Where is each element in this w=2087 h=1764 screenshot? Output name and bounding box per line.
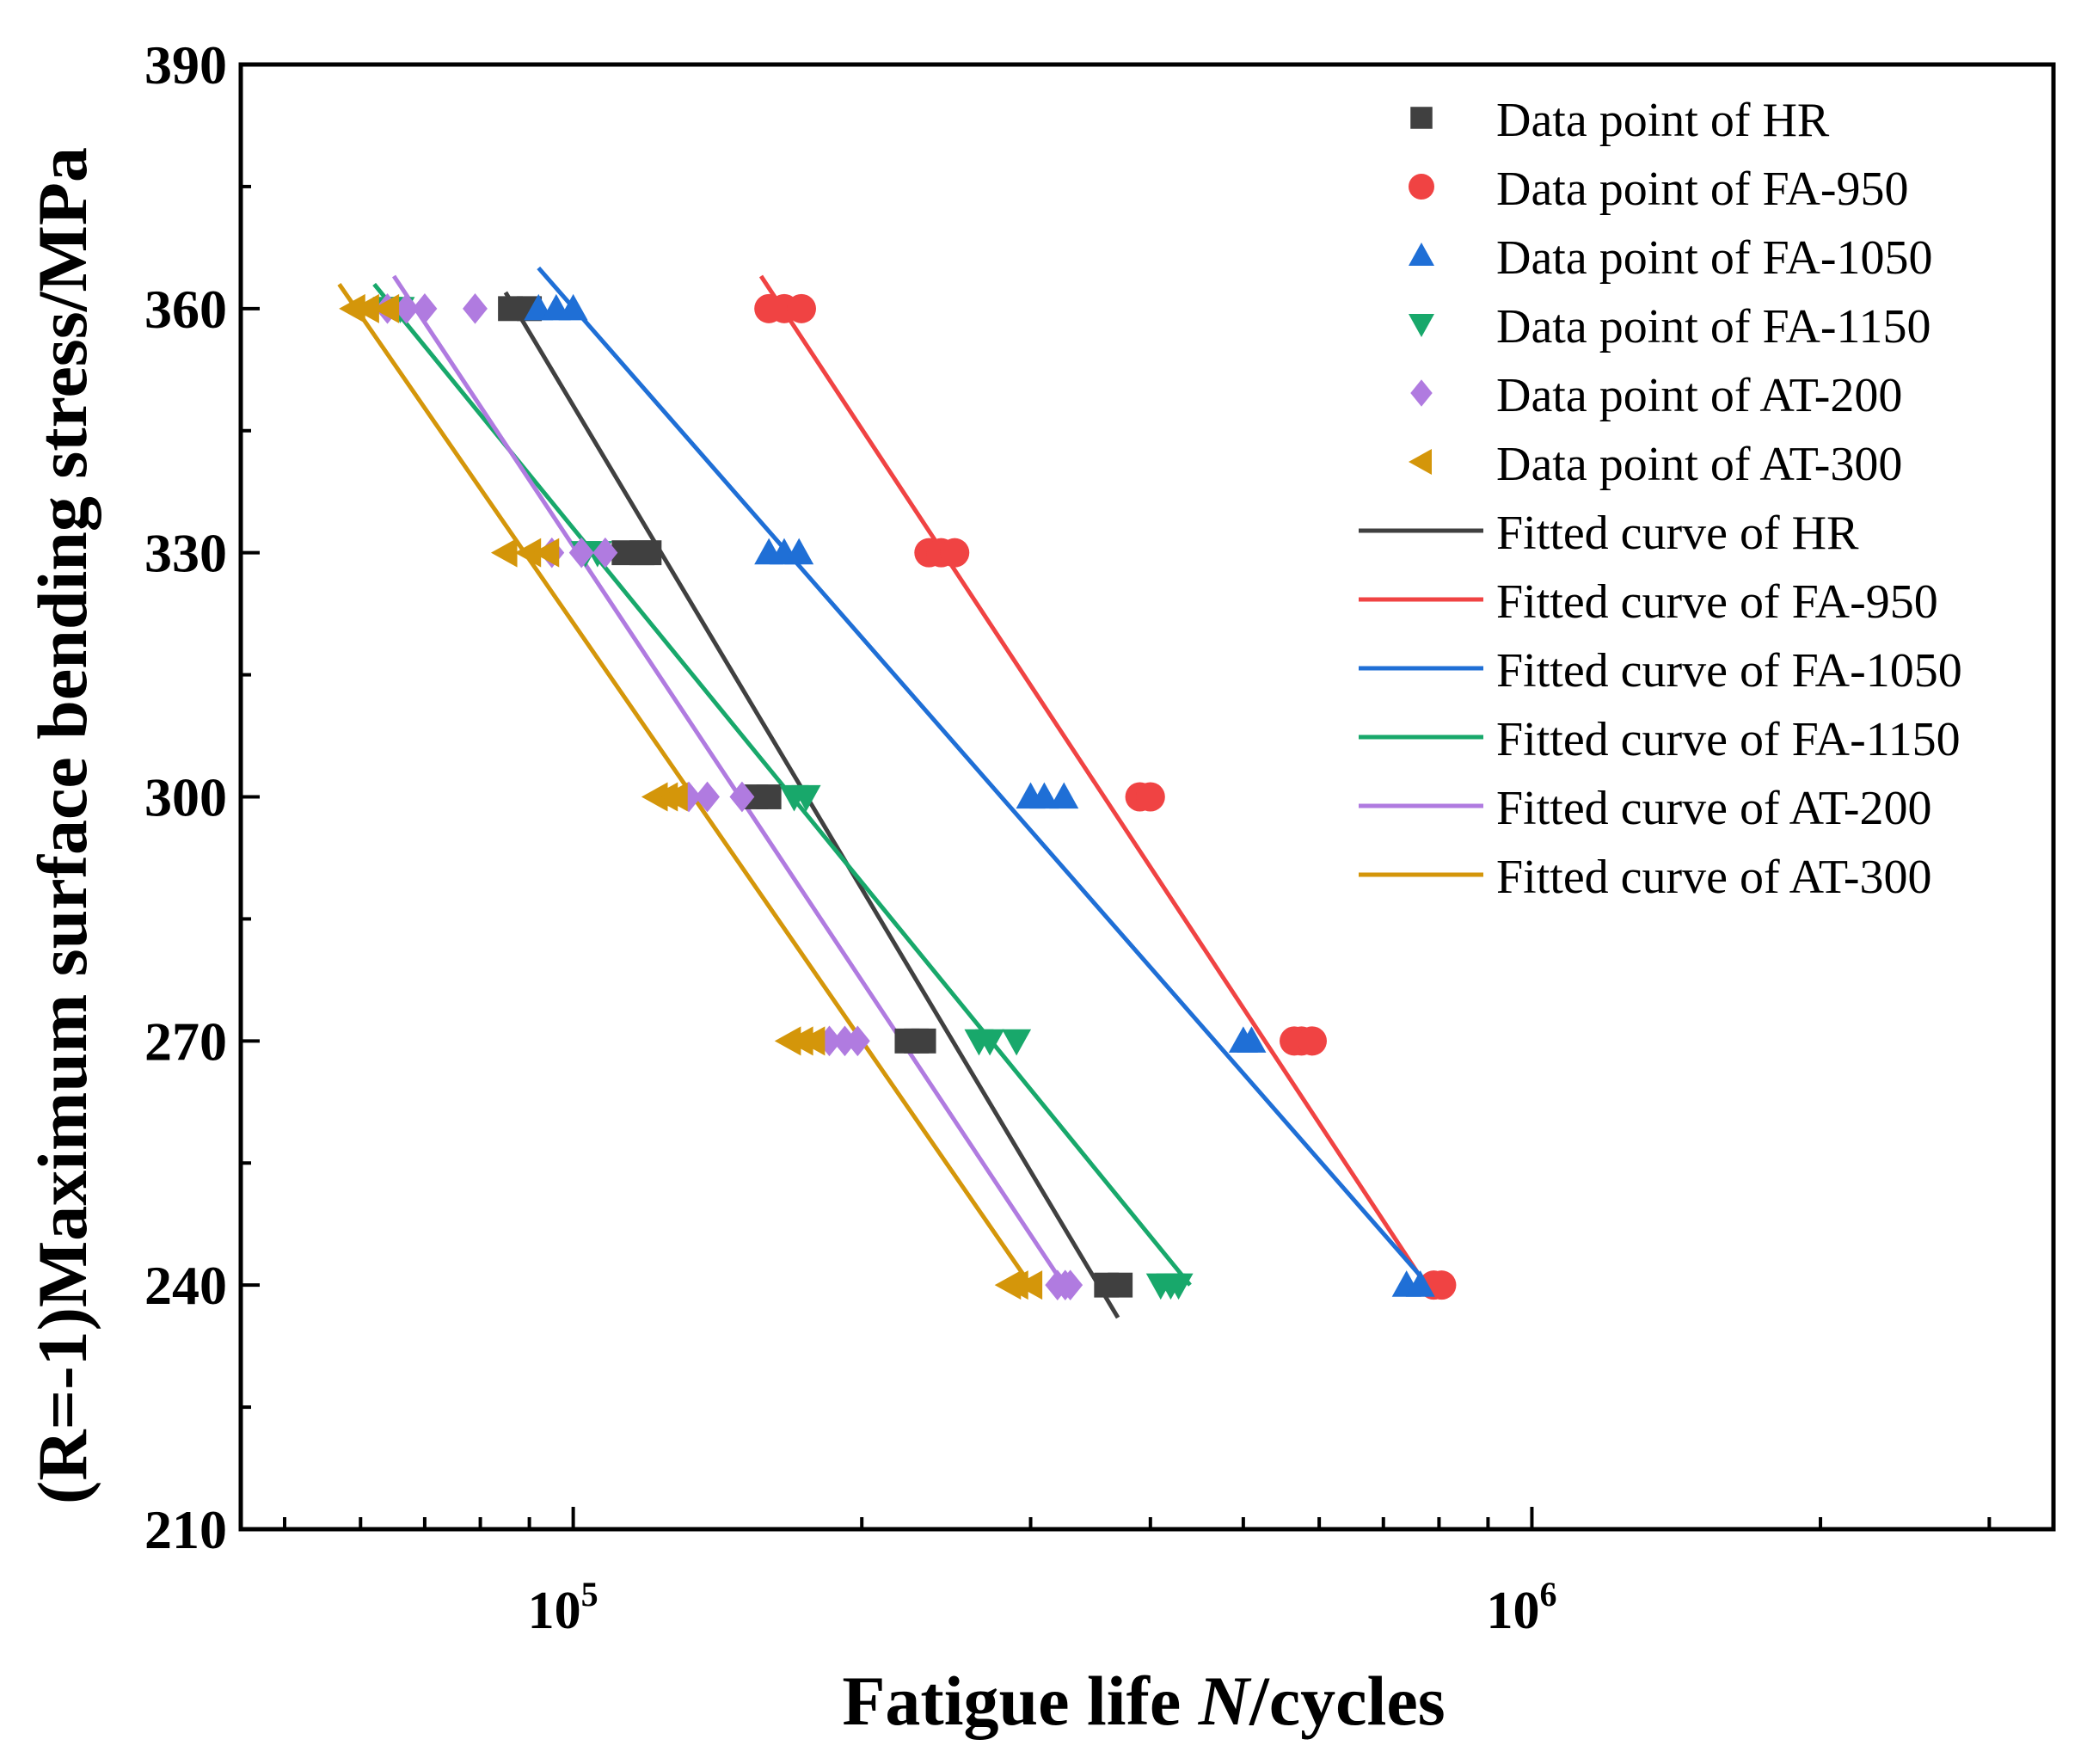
data-point-hr	[636, 540, 662, 566]
data-point-at-300	[372, 293, 400, 323]
x-axis-label-suffix: /cycles	[1249, 1662, 1446, 1740]
data-point-at-300	[798, 1026, 826, 1056]
data-point-fa-950	[1427, 1270, 1457, 1300]
data-point-at-300	[1016, 1270, 1043, 1300]
plot-frame	[238, 62, 2056, 1532]
x-axis-label-group: Fatigue life N/cycles	[842, 1662, 1445, 1740]
data-point-fa-1050	[1405, 1270, 1435, 1297]
y-tick-label: 240	[144, 1255, 227, 1316]
data-point-fa-950	[1297, 1026, 1327, 1056]
legend-label-fit-at-200: Fitted curve of AT-200	[1496, 782, 1932, 835]
legend-label-fit-at-300: Fitted curve of AT-300	[1496, 851, 1932, 904]
x-tick-label: 105	[528, 1575, 598, 1640]
legend-label-point-at-300: Data point of AT-300	[1496, 438, 1902, 491]
y-tick-label: 300	[144, 767, 227, 828]
data-point-at-200	[394, 292, 420, 324]
data-point-at-200	[592, 537, 618, 569]
data-point-fa-1050	[1049, 782, 1079, 809]
y-tick-label: 330	[144, 523, 227, 584]
data-point-fa-1150	[1002, 1029, 1032, 1056]
fit-line-hr	[503, 291, 1120, 1319]
data-point-at-300	[490, 538, 518, 568]
data-point-at-200	[729, 781, 755, 813]
data-point-hr	[1108, 1272, 1133, 1298]
data-point-fa-1050	[558, 293, 588, 321]
y-tick-label: 270	[144, 1011, 227, 1072]
data-point-fa-1150	[1163, 1273, 1194, 1300]
data-point-hr	[911, 1028, 936, 1054]
y-axis-label: (R=-1)Maximum surface bending stress/MPa	[23, 147, 101, 1504]
data-point-at-300	[353, 293, 379, 323]
legend-marker-at-200	[1410, 379, 1433, 407]
fit-line-at-200	[391, 274, 1066, 1287]
data-point-at-200	[463, 292, 488, 324]
data-point-at-200	[695, 781, 721, 813]
data-point-fa-950	[786, 293, 816, 323]
legend-label-fit-fa-1050: Fitted curve of FA-1050	[1496, 644, 1962, 698]
y-tick-label: 210	[144, 1499, 227, 1560]
data-point-fa-1050	[1029, 782, 1059, 809]
legend: Data point of HR Data point of FA-950 Data…	[1359, 94, 1962, 904]
y-tick-label: 360	[144, 279, 227, 340]
legend-label-point-fa-1050: Data point of FA-1050	[1496, 231, 1933, 285]
legend-label-fit-hr: Fitted curve of HR	[1496, 507, 1859, 560]
legend-label-fit-fa-1150: Fitted curve of FA-1150	[1496, 713, 1961, 766]
data-point-at-200	[412, 292, 438, 324]
data-point-fa-1050	[1237, 1026, 1267, 1053]
data-point-at-300	[1002, 1270, 1028, 1300]
legend-marker-fa-1150	[1409, 314, 1434, 337]
legend-marker-fa-1050	[1409, 243, 1434, 266]
legend-label-point-hr: Data point of HR	[1496, 94, 1830, 147]
fit-line-fa-950	[758, 274, 1428, 1287]
data-point-hr	[756, 784, 782, 809]
data-point-fa-1150	[791, 784, 821, 812]
x-tick-exponent: 5	[581, 1575, 598, 1613]
data-point-fa-1050	[784, 538, 814, 565]
data-point-at-200	[568, 537, 594, 569]
legend-label-fit-fa-950: Fitted curve of FA-950	[1496, 575, 1938, 629]
data-point-at-300	[661, 782, 688, 812]
data-point-at-300	[514, 538, 542, 568]
fit-line-fa-1050	[537, 266, 1431, 1287]
data-point-at-200	[1058, 1269, 1083, 1301]
ticks-group: 210 240 270 300 330 360 390 105 106	[144, 34, 1992, 1640]
x-tick-label: 106	[1486, 1575, 1556, 1640]
legend-marker-hr	[1410, 107, 1433, 129]
data-point-at-300	[339, 293, 365, 323]
x-axis-label-prefix: Fatigue life	[842, 1662, 1198, 1740]
data-point-fa-1150	[975, 1029, 1005, 1056]
legend-label-point-fa-950: Data point of FA-950	[1496, 163, 1909, 216]
data-point-fa-950	[1135, 782, 1165, 812]
data-points-group	[339, 292, 1457, 1301]
x-tick-exponent: 6	[1539, 1575, 1556, 1613]
fitted-curves-group	[337, 266, 1431, 1319]
data-point-at-200	[844, 1025, 870, 1057]
x-axis-label: Fatigue life N/cycles	[842, 1662, 1445, 1740]
y-tick-label: 390	[144, 34, 227, 95]
x-axis-label-variable: N	[1198, 1662, 1252, 1740]
legend-marker-fa-950	[1409, 174, 1434, 200]
data-point-at-200	[832, 1025, 857, 1057]
data-point-at-300	[532, 538, 560, 568]
legend-label-point-at-200: Data point of AT-200	[1496, 369, 1902, 422]
y-axis-label-group: (R=-1)Maximum surface bending stress/MPa	[23, 147, 101, 1504]
legend-marker-at-300	[1409, 449, 1432, 475]
legend-label-point-fa-1150: Data point of FA-1150	[1496, 300, 1930, 353]
data-point-fa-950	[940, 538, 970, 568]
